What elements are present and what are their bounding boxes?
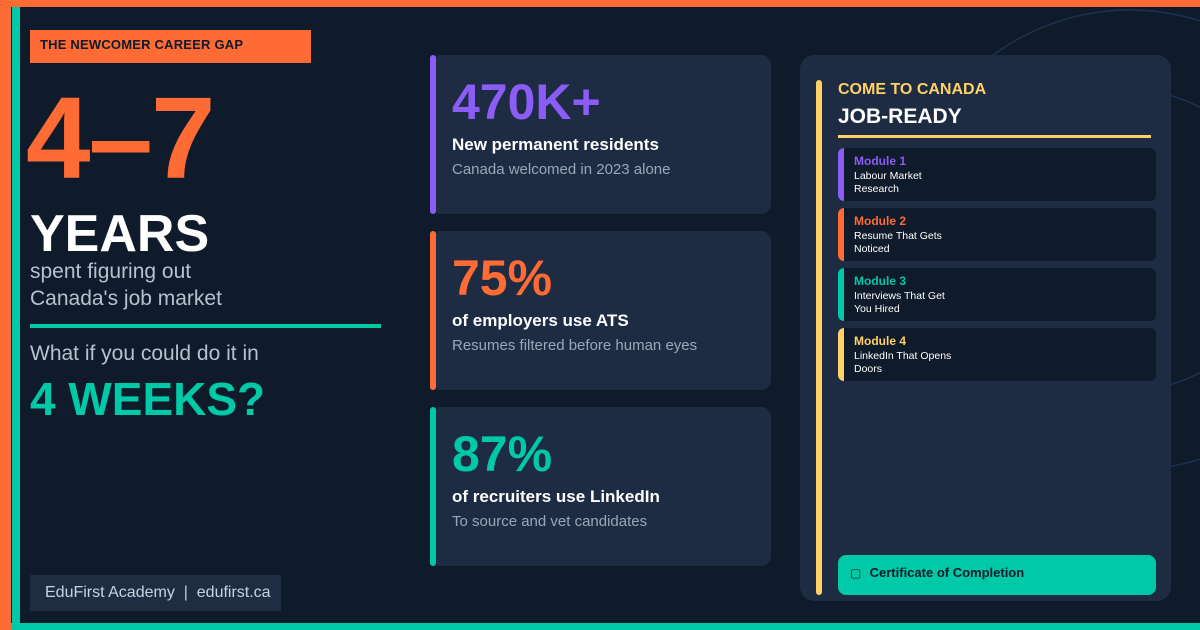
module-card-2: Module 2 Resume That Gets Noticed (838, 208, 1156, 261)
module-description: Labour Market Research (854, 170, 922, 195)
panel-title-main: JOB-READY (838, 105, 962, 128)
panel-accent-bar (816, 80, 822, 595)
left-accent-bar (0, 0, 11, 630)
module-accent-bar (838, 268, 844, 321)
years-range: 4–7 (26, 73, 216, 203)
panel-title-underline (838, 135, 1151, 138)
left-teal-bar (12, 7, 20, 623)
certificate-icon: ▢ (850, 566, 862, 580)
module-name: Module 4 (854, 334, 907, 348)
stat-accent-bar (430, 55, 436, 214)
top-accent-bar (0, 0, 1200, 7)
module-description: LinkedIn That Opens Doors (854, 350, 952, 375)
stat-accent-bar (430, 231, 436, 390)
course-panel: COME TO CANADA JOB-READY Module 1 Labour… (800, 55, 1171, 601)
years-subtitle-line-2: Canada's job market (30, 287, 222, 310)
teal-divider (30, 324, 381, 328)
stat-card-ats: 75% of employers use ATS Resumes filtere… (430, 231, 771, 390)
stat-heading: of recruiters use LinkedIn (452, 487, 660, 506)
module-accent-bar (838, 208, 844, 261)
stat-value: 75% (452, 250, 553, 306)
stat-heading: of employers use ATS (452, 311, 629, 330)
years-subtitle-line-1: spent figuring out (30, 260, 192, 283)
stat-subtext: Canada welcomed in 2023 alone (452, 161, 671, 178)
module-description: Interviews That Get You Hired (854, 290, 945, 315)
module-card-4: Module 4 LinkedIn That Opens Doors (838, 328, 1156, 381)
certificate-label: Certificate of Completion (869, 565, 1025, 580)
stat-accent-bar (430, 407, 436, 566)
stat-card-residents: 470K+ New permanent residents Canada wel… (430, 55, 771, 214)
stat-value: 470K+ (452, 74, 601, 130)
certificate-banner: ▢ Certificate of Completion (838, 555, 1156, 595)
years-label: YEARS (30, 205, 210, 263)
stat-subtext: Resumes filtered before human eyes (452, 337, 698, 354)
stat-subtext: To source and vet candidates (452, 513, 648, 530)
panel-title-top: COME TO CANADA (838, 81, 987, 98)
bottom-accent-bar (0, 623, 1200, 630)
footer-brand: EduFirst Academy | edufirst.ca (30, 575, 281, 611)
module-name: Module 3 (854, 274, 907, 288)
module-name: Module 1 (854, 154, 907, 168)
stat-value: 87% (452, 426, 553, 482)
stat-heading: New permanent residents (452, 135, 659, 154)
weeks-headline: 4 WEEKS? (30, 373, 266, 425)
module-accent-bar (838, 148, 844, 201)
section-tag: THE NEWCOMER CAREER GAP (30, 30, 311, 63)
module-accent-bar (838, 328, 844, 381)
module-card-1: Module 1 Labour Market Research (838, 148, 1156, 201)
module-card-3: Module 3 Interviews That Get You Hired (838, 268, 1156, 321)
stat-card-linkedin: 87% of recruiters use LinkedIn To source… (430, 407, 771, 566)
years-subtitle: spent figuring out Canada's job market (30, 258, 390, 312)
question-text: What if you could do it in (30, 342, 259, 365)
module-name: Module 2 (854, 214, 907, 228)
module-description: Resume That Gets Noticed (854, 230, 942, 255)
